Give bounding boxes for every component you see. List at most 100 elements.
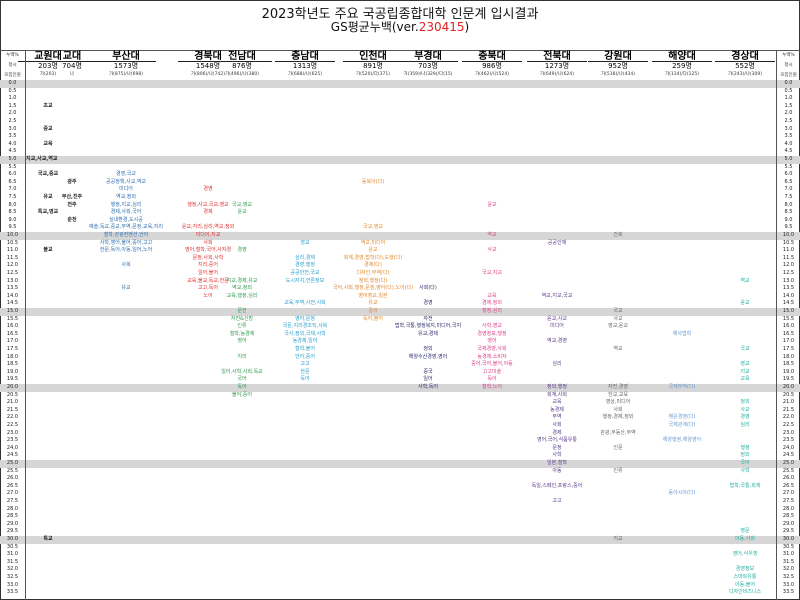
pct-label: 13.5: [6, 285, 19, 292]
table-row: 11.5 11.5: [0, 255, 800, 263]
department-cell: 철학,불어: [295, 346, 315, 352]
department-cell: 지교: [740, 368, 750, 375]
department-cell: 독어: [300, 376, 310, 383]
department-cell: 영문: [740, 528, 750, 535]
table-row: 32.0 32.0: [0, 566, 800, 574]
department-cell: 관광,부동산,무역: [600, 429, 636, 436]
pct-label: 21.0: [6, 399, 19, 406]
department-cell: 공공안전,국교: [290, 270, 320, 276]
pct-label: 17.0: [782, 338, 795, 345]
department-cell: 사학: [740, 467, 750, 474]
pct-label: 27.0: [782, 490, 795, 497]
recruit-count: 203명: [38, 62, 58, 70]
department-cell: 국어,사회,행정,문정,영어(다),노어(다): [332, 285, 414, 292]
pct-label: 24.5: [782, 452, 795, 459]
table-row: 3.0 3.0: [0, 126, 800, 134]
pct-label: 17.0: [6, 338, 19, 345]
pct-label: 0.5: [8, 87, 17, 94]
university-name: 해양대: [652, 51, 712, 62]
table-row: 22.5 22.5: [0, 422, 800, 430]
department-cell: 불교: [43, 247, 53, 254]
right-header-labels: 누백% 정시 모집인원: [776, 51, 800, 81]
pct-label: 31.5: [6, 558, 19, 565]
department-cell: 사회(다): [419, 285, 437, 292]
pct-label: 31.0: [6, 551, 19, 558]
university-name: 경북대: [178, 51, 238, 62]
department-cell: 농경제: [550, 406, 564, 413]
recruit-count: 1313명: [292, 62, 318, 70]
pct-label: 15.5: [782, 315, 795, 322]
pct-label: 25.0: [6, 460, 19, 466]
pct-label: 4.0: [8, 140, 17, 147]
table-row: 11.0 11.0: [0, 247, 800, 255]
pct-label: 30.5: [6, 543, 19, 550]
pct-label: 27.5: [782, 498, 795, 504]
department-cell: 행정,지교,심리: [110, 201, 142, 208]
department-cell: 지교: [613, 536, 623, 542]
version-number: 230415: [418, 20, 465, 34]
department-cell: 고고,독어: [198, 285, 218, 292]
pct-label: 15.0: [6, 308, 19, 314]
table-row: 4.5 4.5: [0, 148, 800, 156]
recruit-detail: 가(518)/나(434): [601, 72, 635, 77]
recruit-count: 952명: [608, 62, 628, 70]
department-cell: 지리,중어: [198, 262, 218, 269]
university-header: 전북대 1273명 가(649)/나(624): [527, 51, 587, 79]
department-cell: 윤교: [368, 247, 378, 254]
table-row: 30.0 30.0: [0, 536, 800, 544]
table-row: 3.5 3.5: [0, 133, 800, 141]
pct-label: 14.0: [6, 292, 19, 299]
department-cell: 영어,문정: [295, 315, 315, 322]
pct-label: 24.5: [6, 452, 19, 459]
pct-label: 33.5: [6, 589, 19, 596]
pct-label: 12.5: [6, 270, 19, 276]
pct-label: 4.5: [784, 148, 793, 155]
pct-label: 3.5: [8, 133, 17, 140]
department-cell: 영어,철학,국어,사자경: [184, 247, 232, 254]
recruit-count: 704명: [62, 62, 82, 70]
department-cell: 국교: [740, 346, 750, 352]
subtitle-suffix: ): [464, 20, 470, 34]
table-row: 24.0 24.0: [0, 445, 800, 453]
pct-label: 19.0: [782, 368, 795, 375]
pct-label: 16.5: [782, 330, 795, 337]
department-cell: 디자인비즈니스: [728, 589, 762, 596]
pct-label: 6.0: [784, 171, 793, 178]
pct-label: 29.5: [782, 528, 795, 535]
table-row: 6.5 6.5: [0, 179, 800, 187]
pct-label: 33.0: [6, 581, 19, 588]
pct-label: 4.5: [8, 148, 17, 155]
pct-label: 25.5: [782, 467, 795, 474]
pct-label: 6.5: [8, 178, 17, 185]
department-cell: 농경제,일어: [292, 338, 318, 345]
table-row: 26.0 26.0: [0, 475, 800, 483]
pct-label: 8.0: [8, 201, 17, 208]
department-cell: 경영: [203, 186, 213, 193]
department-cell: 사학,영교: [482, 323, 502, 330]
department-cell: 예술,독교,중교,무역,문정,교육,지리: [89, 224, 163, 231]
pct-label: 14.5: [6, 300, 19, 307]
pct-label: 11.0: [782, 247, 795, 254]
table-row: 12.0 12.0: [0, 262, 800, 270]
pct-label: 8.0: [784, 201, 793, 208]
recruit-count: 891명: [363, 62, 383, 70]
table-row: 9.5 9.5: [0, 224, 800, 232]
pct-label: 7.0: [8, 186, 17, 193]
table-row: 25.5 25.5: [0, 468, 800, 476]
pct-label: 31.0: [782, 551, 795, 558]
department-cell: 정외: [740, 452, 750, 459]
type-label: 정시: [8, 63, 17, 68]
department-cell: 동북아(다): [361, 178, 385, 185]
department-cell: 사학,독어: [418, 384, 438, 390]
pct-label: 23.0: [782, 429, 795, 436]
pct-label: 8.5: [784, 209, 793, 216]
table-row: 13.0 13.0: [0, 278, 800, 286]
pct-label: 16.0: [782, 323, 795, 330]
pct-label: 13.5: [782, 285, 795, 292]
pct-label: 12.0: [782, 262, 795, 269]
department-cell: 일어: [423, 376, 433, 383]
pct-label: 23.5: [782, 437, 795, 444]
pct-label: 28.0: [6, 505, 19, 512]
department-cell: 교육: [487, 292, 497, 299]
department-cell: 경제(다): [364, 262, 382, 269]
